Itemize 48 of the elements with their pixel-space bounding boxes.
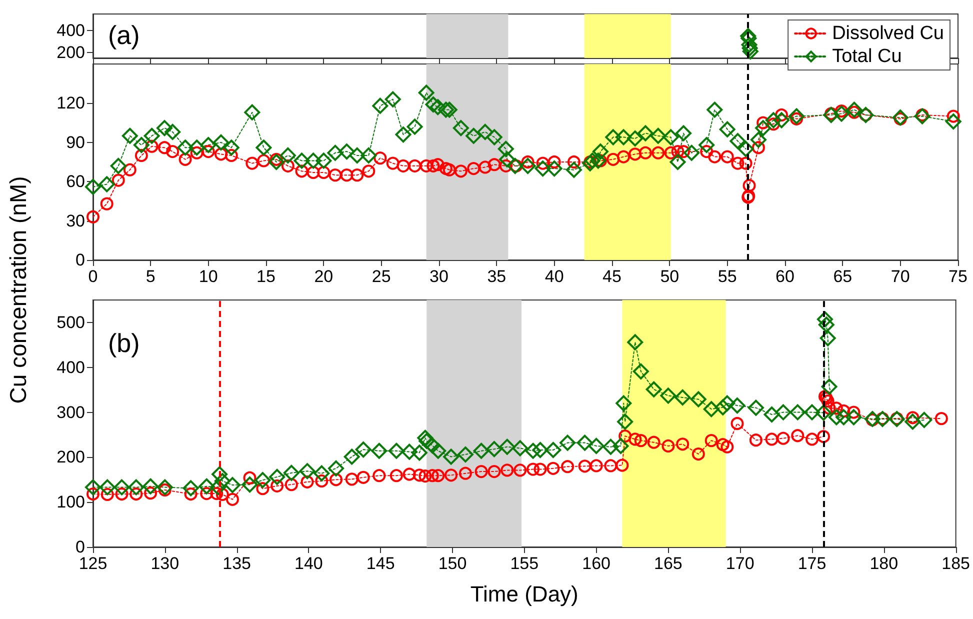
x-tick-label: 40 <box>544 267 564 286</box>
x-tick-label: 30 <box>430 267 448 286</box>
x-tick-label: 135 <box>222 554 251 573</box>
y-tick-label: 120 <box>56 94 85 113</box>
x-tick-label: 70 <box>890 267 910 286</box>
y-tick-label: 90 <box>66 132 85 152</box>
y-axis-title: Cu concentration (nM) <box>5 176 31 404</box>
x-tick-label: 65 <box>833 267 852 286</box>
x-tick-label: 45 <box>602 267 622 286</box>
y-tick-label: 0 <box>76 538 85 556</box>
x-tick-label: 5 <box>146 267 156 286</box>
x-tick-label: 175 <box>798 554 826 573</box>
x-tick-label: 150 <box>438 554 467 573</box>
y-tick-label: 300 <box>56 402 85 422</box>
x-tick-label: 60 <box>776 267 794 286</box>
x-tick-label: 160 <box>582 554 610 573</box>
y-tick-label: 0 <box>76 250 85 270</box>
x-tick-label: 10 <box>198 267 218 286</box>
x-tick-label: 50 <box>660 267 680 286</box>
x-tick-label: 25 <box>372 267 391 286</box>
x-tick-label: 165 <box>654 554 682 573</box>
x-tick-label: 75 <box>948 267 968 286</box>
annotation: (b) <box>108 328 140 358</box>
x-axis-title: Time (Day) <box>470 582 578 606</box>
x-tick-label: 20 <box>314 267 334 286</box>
x-tick-label: 35 <box>487 267 506 286</box>
x-tick-label: 15 <box>256 267 276 286</box>
y-tick-label: 400 <box>56 358 85 377</box>
x-tick-label: 145 <box>366 554 395 573</box>
x-tick-label: 170 <box>726 554 754 573</box>
y-tick-label: 60 <box>66 172 85 192</box>
x-tick-label: 125 <box>78 554 108 573</box>
y-tick-label: 500 <box>56 312 85 332</box>
y-tick-label: 400 <box>56 21 85 40</box>
y-tick-label: 200 <box>56 448 85 467</box>
x-tick-label: 185 <box>942 554 970 573</box>
x-tick-label: 155 <box>510 554 539 573</box>
x-tick-label: 180 <box>870 554 898 573</box>
x-tick-label: 130 <box>150 554 180 573</box>
y-tick-label: 200 <box>56 43 85 62</box>
annotation: (a) <box>108 20 140 50</box>
x-tick-label: 140 <box>294 554 323 573</box>
y-tick-label: 30 <box>66 211 85 230</box>
legend-label: Dissolved Cu <box>832 23 944 44</box>
legend-label: Total Cu <box>832 46 902 67</box>
y-tick-label: 100 <box>56 492 85 512</box>
x-tick-label: 0 <box>88 267 98 286</box>
x-tick-label: 55 <box>718 267 737 286</box>
